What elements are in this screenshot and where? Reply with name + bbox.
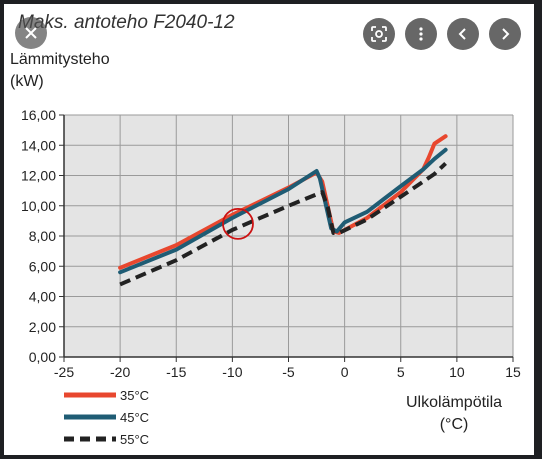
legend-label-1: 35°C	[120, 388, 149, 403]
more-options-button[interactable]	[405, 18, 437, 50]
y-tick-label: 14,00	[21, 137, 56, 153]
chart-title: Maks. antoteho F2040-12	[18, 12, 235, 33]
close-icon	[25, 27, 37, 39]
chevron-left-icon	[458, 28, 466, 40]
x-axis-label-line1: Ulkolämpötila	[406, 394, 503, 411]
x-tick-label: -10	[222, 364, 242, 380]
y-axis-label-line1: Lämmitysteho	[10, 51, 110, 68]
annotation-circle	[222, 207, 254, 240]
previous-image-button[interactable]	[447, 18, 479, 50]
y-tick-label: 2,00	[29, 319, 56, 335]
series-line-3	[119, 161, 447, 287]
x-tick-label: -20	[110, 364, 130, 380]
y-tick-label: 10,00	[21, 198, 56, 214]
x-axis-label-line2: (°C)	[439, 416, 469, 433]
x-tick-label: -5	[282, 364, 295, 380]
x-tick-label: -25	[54, 364, 74, 380]
legend-label-3: 55°C	[120, 432, 149, 447]
y-tick-label: 4,00	[29, 289, 56, 305]
next-image-button[interactable]	[489, 18, 521, 50]
x-tick-label: -15	[166, 364, 186, 380]
y-tick-label: 16,00	[21, 107, 56, 123]
y-axis-label: Lämmitysteho (kW)	[10, 49, 110, 93]
y-tick-label: 0,00	[29, 349, 56, 365]
y-tick-label: 8,00	[29, 228, 56, 244]
legend-label-2: 45°C	[120, 410, 149, 425]
close-button[interactable]	[15, 17, 47, 49]
y-tick-label: 6,00	[29, 258, 56, 274]
y-axis-label-line2: (kW)	[10, 73, 44, 90]
chevron-right-icon	[502, 28, 510, 40]
x-tick-label: 15	[505, 364, 521, 380]
x-tick-label: 10	[449, 364, 465, 380]
x-tick-label: 5	[397, 364, 405, 380]
x-axis-label: Ulkolämpötila (°C)	[406, 392, 502, 436]
visual-search-button[interactable]	[363, 18, 395, 50]
lens-icon	[371, 26, 387, 42]
more-vert-icon	[419, 27, 423, 41]
y-tick-label: 12,00	[21, 168, 56, 184]
x-tick-label: 0	[341, 364, 349, 380]
